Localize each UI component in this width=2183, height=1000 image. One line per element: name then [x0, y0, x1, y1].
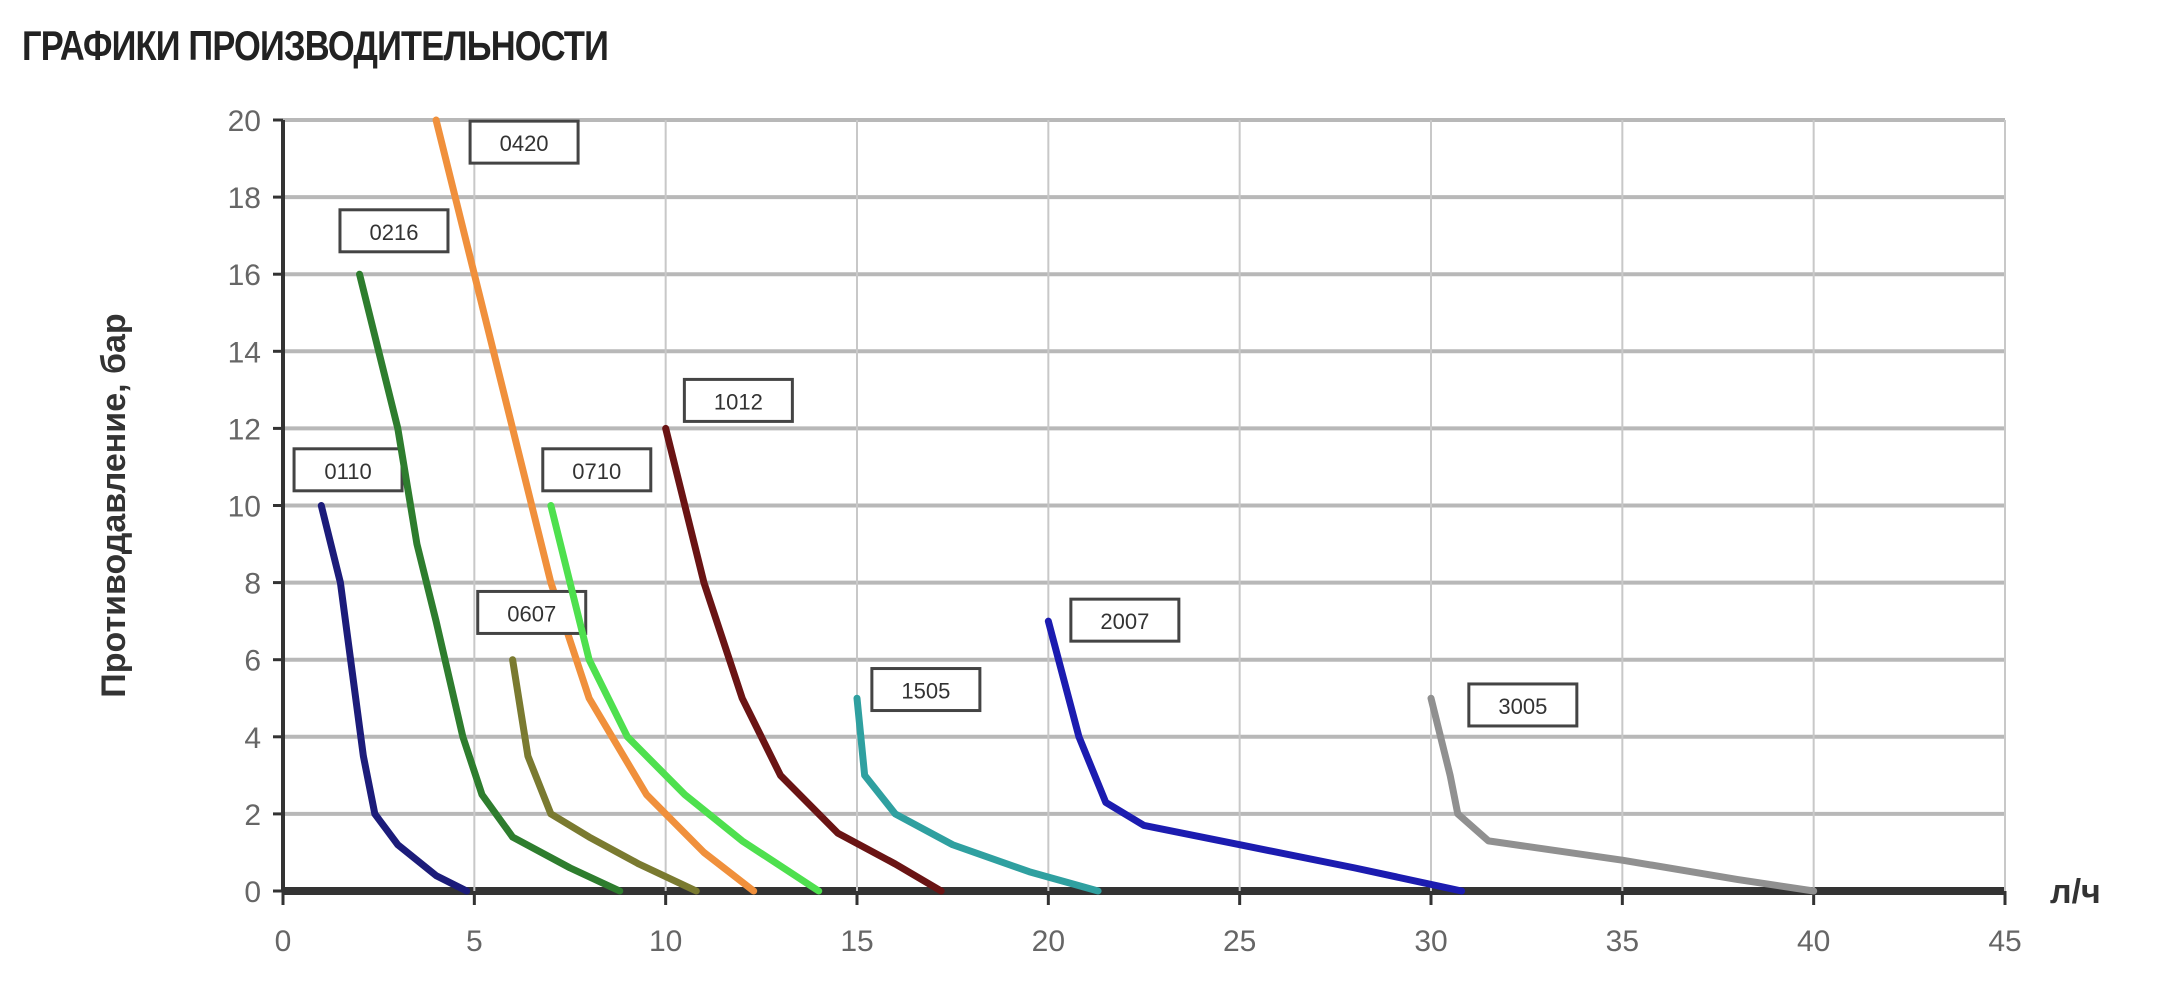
x-tick-label: 25	[1223, 925, 1256, 958]
series-label-box-0710	[541, 447, 653, 493]
series-line-2007	[1044, 617, 1466, 895]
x-tick-label: 0	[275, 925, 292, 958]
series-label-2007: 2007	[1100, 609, 1149, 634]
series-label-0710: 0710	[572, 459, 621, 484]
series-label-0110: 0110	[324, 459, 371, 484]
y-axis-label: Противодавление, бар	[95, 313, 133, 697]
x-tick-label: 5	[466, 925, 483, 958]
series-label-box-0216	[338, 208, 450, 254]
x-tick-label: 10	[649, 925, 682, 958]
series-label-0607: 0607	[507, 601, 556, 626]
series-label-0216: 0216	[369, 220, 418, 245]
y-tick-label: 10	[228, 491, 261, 524]
y-tick-label: 20	[228, 105, 261, 138]
x-tick-label: 35	[1606, 925, 1639, 958]
y-tick-label: 6	[244, 645, 261, 678]
x-tick-label: 20	[1032, 925, 1065, 958]
x-tick-label: 15	[840, 925, 873, 958]
series-label-box-0110	[292, 447, 404, 493]
x-tick-label: 45	[1988, 925, 2021, 958]
series-label-box-3005	[1467, 682, 1579, 728]
y-tick-label: 4	[244, 722, 261, 755]
series-line-0607	[509, 656, 700, 895]
series-line-3005	[1427, 694, 1818, 895]
series-line-0216	[356, 270, 624, 895]
series-label-box-1012	[682, 377, 794, 423]
series-line-1505	[853, 694, 1102, 895]
series-label-box-1505	[870, 667, 982, 713]
series-line-1012	[662, 424, 945, 895]
series-label-3005: 3005	[1498, 694, 1547, 719]
x-tick-label: 40	[1797, 925, 1830, 958]
series-line-0110	[317, 502, 471, 895]
series-label-box-2007	[1069, 597, 1181, 643]
y-tick-label: 8	[244, 568, 261, 601]
series-label-0420: 0420	[500, 131, 549, 156]
series-line-0420	[432, 116, 758, 895]
y-tick-label: 12	[228, 413, 261, 446]
series-line-0710	[547, 502, 823, 895]
x-axis-label: л/ч	[2050, 873, 2101, 911]
x-tick-label: 30	[1414, 925, 1447, 958]
y-tick-label: 0	[244, 876, 261, 909]
y-tick-label: 18	[228, 182, 261, 215]
series-label-box-0607	[476, 589, 588, 635]
y-tick-label: 2	[244, 799, 261, 832]
series-label-1012: 1012	[714, 389, 763, 414]
y-tick-label: 14	[228, 336, 261, 369]
series-label-1505: 1505	[901, 679, 950, 704]
chart-title: ГРАФИКИ ПРОИЗВОДИТЕЛЬНОСТИ	[22, 22, 609, 69]
series-label-box-0420	[468, 119, 580, 165]
y-tick-label: 16	[228, 259, 261, 292]
